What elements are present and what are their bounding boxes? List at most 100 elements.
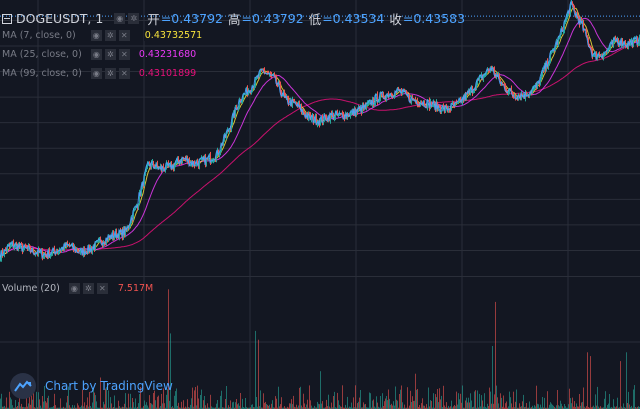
volume-bar (319, 404, 320, 409)
volume-bar (523, 394, 524, 409)
volume-bar (474, 391, 475, 409)
volume-bar (149, 395, 150, 409)
volume-bar (435, 394, 436, 409)
volume-bar (521, 406, 522, 409)
eye-icon[interactable]: ◉ (114, 13, 126, 24)
volume-bar (117, 407, 118, 409)
volume-bar (598, 406, 599, 409)
close-icon[interactable]: ✕ (118, 49, 130, 60)
volume-bar (109, 407, 110, 409)
volume-bar (526, 403, 527, 409)
gear-icon[interactable]: ✲ (82, 283, 94, 294)
volume-bar (559, 406, 560, 409)
volume-bar (223, 407, 224, 409)
volume-bar (385, 398, 386, 409)
volume-bar (5, 407, 6, 409)
volume-bar (571, 403, 572, 409)
volume-bar (620, 361, 621, 409)
volume-bar (211, 406, 212, 409)
volume-bar (296, 404, 297, 409)
close-icon[interactable]: ✕ (118, 68, 130, 79)
volume-bar (285, 407, 286, 409)
volume-bar (271, 403, 272, 409)
eye-icon[interactable]: ◉ (90, 30, 102, 41)
volume-bar (24, 407, 25, 409)
volume-bar (358, 401, 359, 409)
volume-bar (494, 394, 495, 409)
volume-bar (379, 407, 380, 409)
close-icon[interactable]: ✕ (96, 283, 108, 294)
volume-bar (101, 407, 102, 409)
volume-bar (202, 407, 203, 409)
volume-bar (264, 402, 265, 409)
volume-bar (445, 407, 446, 409)
volume-bar (491, 403, 492, 409)
eye-icon[interactable]: ◉ (90, 68, 102, 79)
volume-bar (393, 401, 394, 409)
volume-bar (104, 404, 105, 409)
volume-bar (166, 394, 167, 409)
volume-bar (25, 407, 26, 409)
volume-bar (462, 385, 463, 409)
volume-bar (401, 385, 402, 409)
volume-bar (58, 407, 59, 409)
volume-bar (471, 400, 472, 409)
gear-icon[interactable]: ✲ (104, 30, 116, 41)
volume-bar (312, 407, 313, 409)
volume-bar (59, 407, 60, 409)
volume-bar (470, 393, 471, 409)
volume-bar (498, 403, 499, 409)
volume-bar (123, 407, 124, 409)
volume-bar (560, 400, 561, 409)
volume-bar (464, 407, 465, 409)
volume-bar (29, 386, 30, 409)
volume-bar (532, 405, 533, 409)
volume-bar (565, 406, 566, 409)
gear-icon[interactable]: ✲ (104, 68, 116, 79)
volume-bar (229, 407, 230, 409)
volume-bar (528, 407, 529, 409)
volume-bar (177, 405, 178, 409)
volume-bar (510, 397, 511, 409)
tradingview-watermark[interactable]: Chart by TradingView (10, 373, 173, 399)
volume-bar (208, 407, 209, 409)
volume-bar (625, 407, 626, 409)
volume-bar (56, 407, 57, 409)
volume-bar (176, 388, 177, 409)
tradingview-logo-icon (10, 373, 36, 399)
volume-bar (442, 407, 443, 409)
volume-bar (92, 402, 93, 409)
volume-bar (141, 407, 142, 409)
volume-bar (237, 404, 238, 409)
volume-bar (168, 289, 169, 409)
volume-bar (632, 407, 633, 409)
volume-bar (340, 406, 341, 409)
volume-bar (42, 396, 43, 409)
volume-bar (382, 393, 383, 409)
volume-bar (159, 407, 160, 409)
volume-bar (581, 402, 582, 409)
gear-icon[interactable]: ✲ (128, 13, 140, 24)
volume-bar (539, 407, 540, 409)
volume-bar (291, 399, 292, 409)
volume-bar (584, 406, 585, 409)
volume-bar (199, 407, 200, 409)
volume-bar (88, 406, 89, 409)
volume-bar (124, 403, 125, 409)
close-icon[interactable]: ✕ (118, 30, 130, 41)
volume-bar (400, 389, 401, 409)
volume-bar (505, 403, 506, 409)
volume-bar (506, 401, 507, 409)
volume-bar (233, 401, 234, 409)
volume-bar (203, 400, 204, 409)
volume-bar (418, 407, 419, 409)
volume-bar (167, 389, 168, 409)
volume-bar (145, 404, 146, 409)
volume-bar (592, 406, 593, 409)
volume-bar (218, 407, 219, 409)
volume-bar (361, 407, 362, 409)
gear-icon[interactable]: ✲ (104, 49, 116, 60)
eye-icon[interactable]: ◉ (68, 283, 80, 294)
eye-icon[interactable]: ◉ (90, 49, 102, 60)
